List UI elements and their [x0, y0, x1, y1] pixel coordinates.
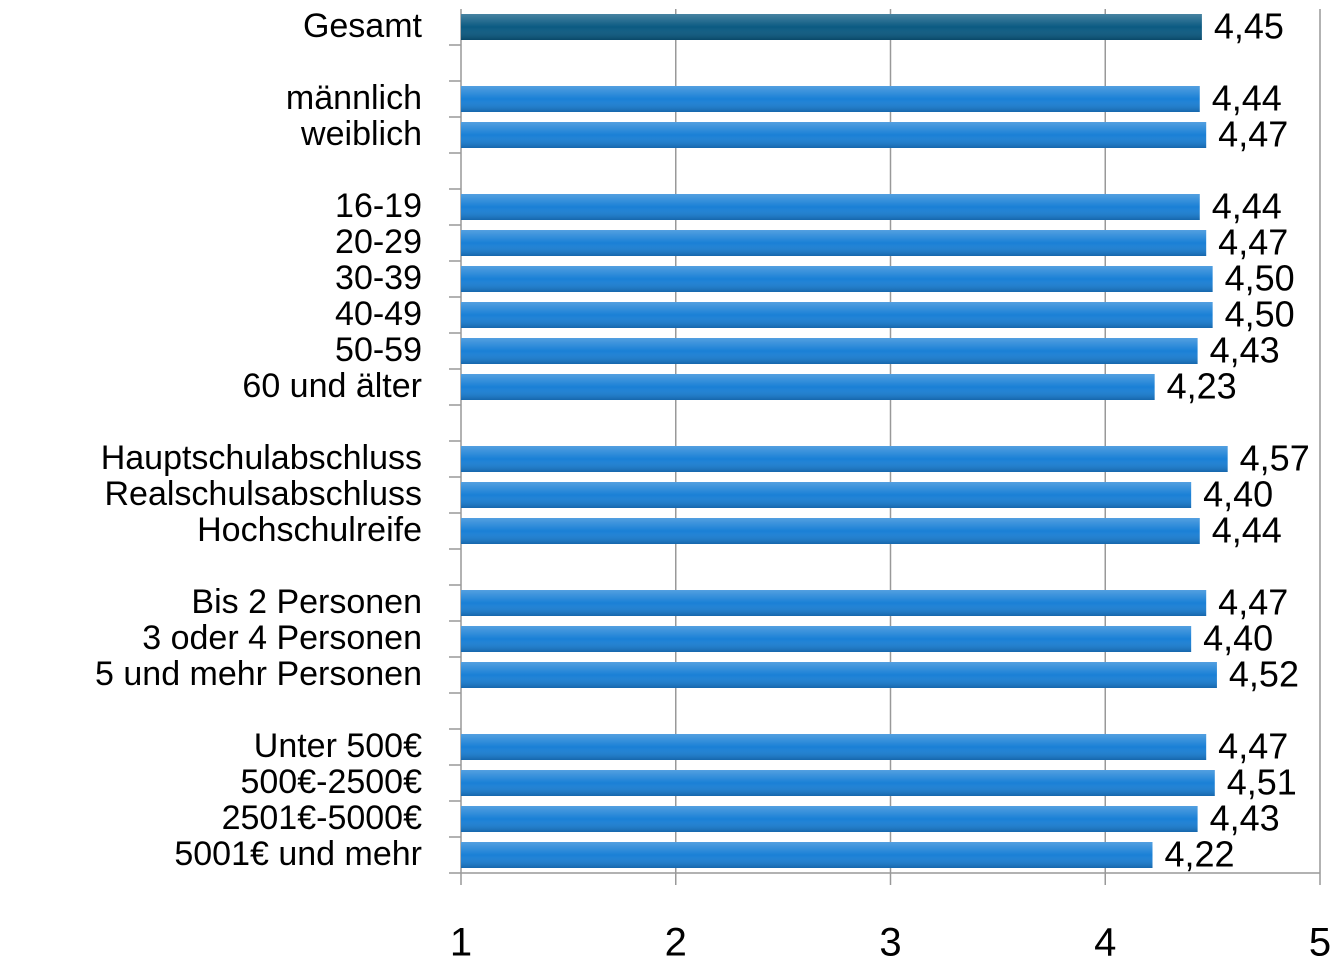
x-tick-label: 3 [879, 921, 901, 962]
bar-shade [461, 230, 1207, 256]
value-label: 4,47 [1218, 114, 1288, 155]
x-tick-label: 5 [1309, 921, 1331, 962]
value-label: 4,45 [1214, 6, 1284, 47]
bar-shade [461, 626, 1192, 652]
y-tick-label: Unter 500€ [254, 727, 422, 765]
bar-shade [461, 770, 1215, 796]
y-tick-label: Hochschulreife [197, 511, 422, 549]
bar-shade [461, 590, 1207, 616]
y-tick-label: weiblich [300, 115, 422, 153]
y-tick-label: 20-29 [335, 223, 422, 261]
value-label: 4,40 [1203, 618, 1273, 659]
value-label: 4,50 [1225, 258, 1295, 299]
bar-shade [461, 518, 1200, 544]
bar-shade [461, 86, 1200, 112]
y-tick-label: 50-59 [335, 331, 422, 369]
x-tick-label: 2 [665, 921, 687, 962]
y-tick-label: 500€-2500€ [240, 763, 422, 801]
value-label: 4,44 [1212, 78, 1282, 119]
bar-shade [461, 482, 1192, 508]
value-label: 4,44 [1212, 510, 1282, 551]
value-label: 4,47 [1218, 582, 1288, 623]
y-tick-label: Realschulsabschluss [105, 475, 423, 513]
y-tick-label: 60 und älter [242, 367, 422, 405]
value-label: 4,40 [1203, 474, 1273, 515]
x-tick-label: 1 [450, 921, 472, 962]
y-tick-label: 5001€ und mehr [174, 835, 422, 873]
y-tick-label: 5 und mehr Personen [95, 655, 422, 693]
y-tick-label: Gesamt [303, 7, 423, 45]
bar-shade [461, 842, 1153, 868]
value-label: 4,43 [1210, 798, 1280, 839]
bar-shade [461, 806, 1198, 832]
bar-shade [461, 302, 1213, 328]
y-tick-label: 16-19 [335, 187, 422, 225]
bar-shade [461, 446, 1228, 472]
value-label: 4,43 [1210, 330, 1280, 371]
bar-shade [461, 194, 1200, 220]
bar-shade [461, 14, 1202, 40]
value-label: 4,47 [1218, 726, 1288, 767]
y-tick-label: Hauptschulabschluss [101, 439, 422, 477]
value-label: 4,44 [1212, 186, 1282, 227]
bar-shade [461, 338, 1198, 364]
x-tick-label: 4 [1094, 921, 1116, 962]
value-label: 4,52 [1229, 654, 1299, 695]
y-tick-label: 3 oder 4 Personen [142, 619, 422, 657]
value-label: 4,50 [1225, 294, 1295, 335]
value-label: 4,23 [1167, 366, 1237, 407]
value-label: 4,22 [1164, 834, 1234, 875]
bar-shade [461, 122, 1207, 148]
value-label: 4,47 [1218, 222, 1288, 263]
value-label: 4,51 [1227, 762, 1297, 803]
y-tick-label: Bis 2 Personen [191, 583, 422, 621]
bar-shade [461, 734, 1207, 760]
bar-shade [461, 374, 1155, 400]
bar-shade [461, 266, 1213, 292]
value-label: 4,57 [1240, 438, 1310, 479]
y-tick-label: 2501€-5000€ [222, 799, 423, 837]
y-tick-label: männlich [286, 79, 422, 117]
y-tick-label: 40-49 [335, 295, 422, 333]
y-tick-label: 30-39 [335, 259, 422, 297]
bar-shade [461, 662, 1217, 688]
